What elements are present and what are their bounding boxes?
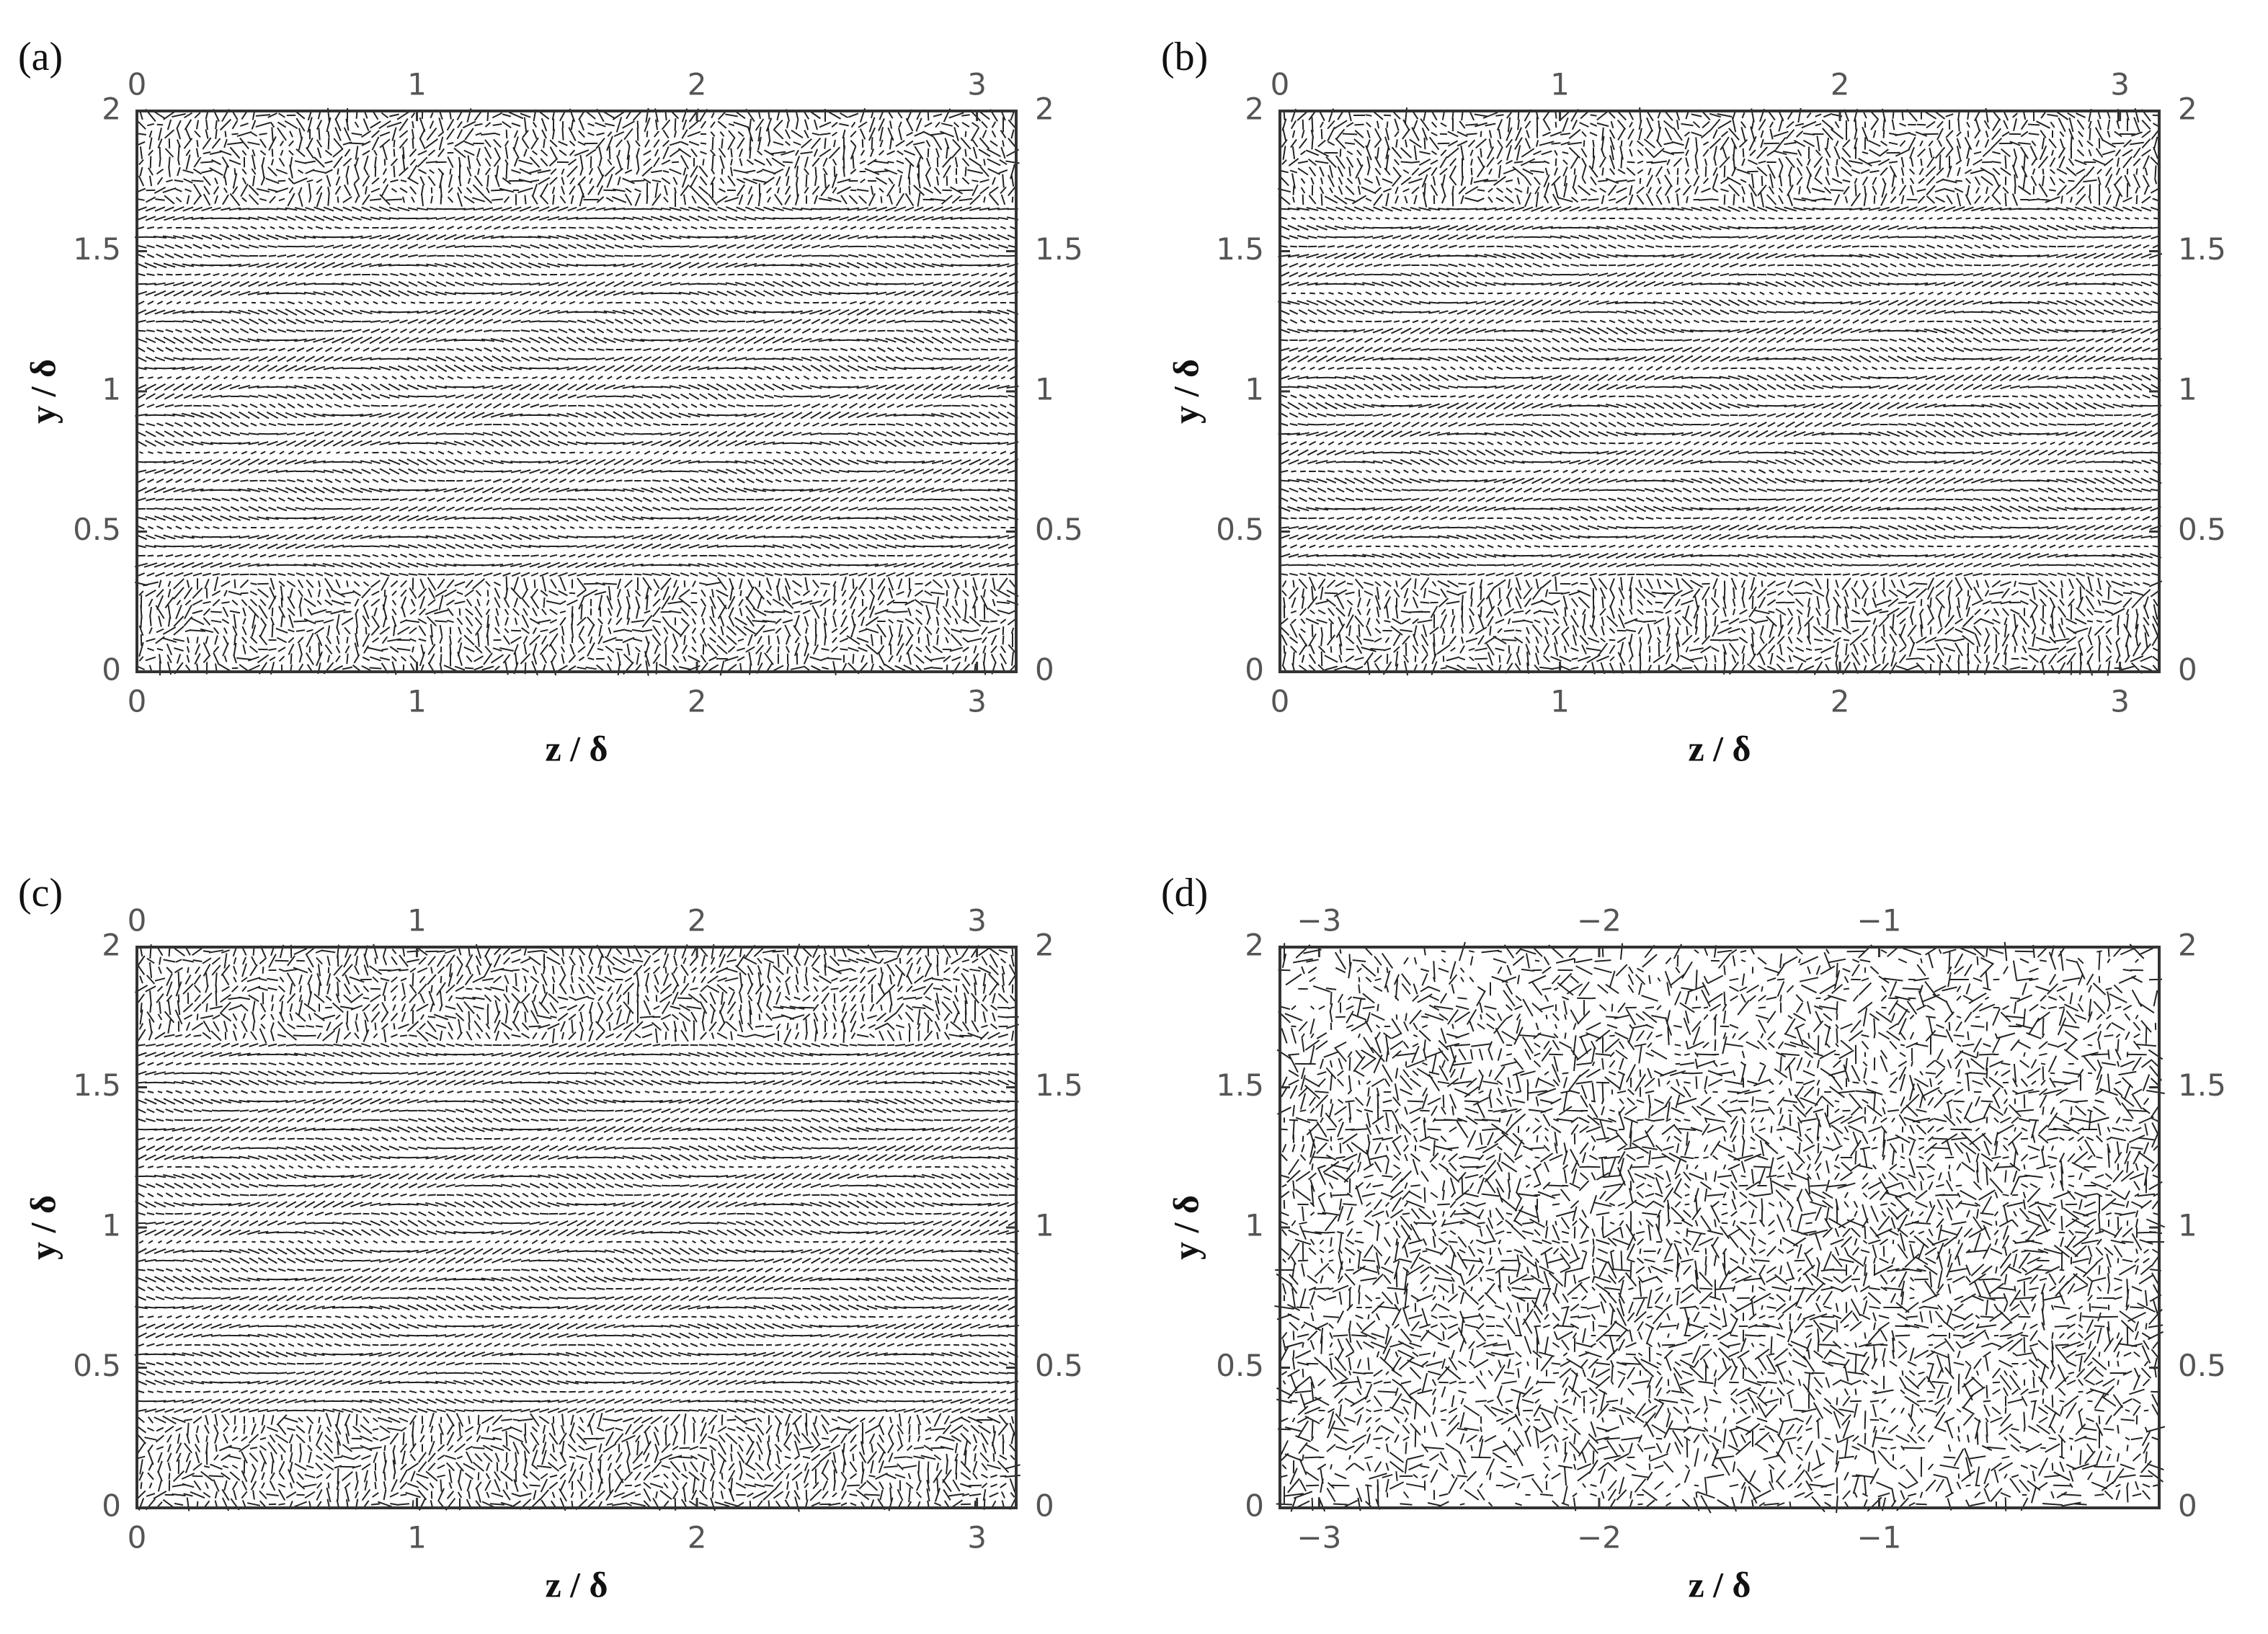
y-tick-label-right: 0 — [2178, 1488, 2197, 1524]
y-tick-label: 1.5 — [1216, 1067, 1264, 1103]
y-tick-label: 2 — [1245, 928, 1264, 963]
y-tick-label-right: 1 — [1035, 372, 1054, 407]
x-tick-label-top: 1 — [407, 903, 427, 938]
x-tick-label-top: −1 — [1857, 903, 1902, 938]
y-axis-label: y / δ — [22, 1195, 63, 1260]
y-tick-label: 0 — [102, 1488, 121, 1524]
panel-label: (d) — [1161, 871, 1208, 915]
x-axis-label: z / δ — [545, 728, 608, 768]
x-axis-label: z / δ — [1688, 728, 1751, 768]
x-tick-label-top: 0 — [128, 67, 147, 102]
y-tick-label: 1.5 — [1216, 231, 1264, 267]
y-axis-label: y / δ — [22, 359, 63, 424]
x-axis-label: z / δ — [1688, 1564, 1751, 1604]
x-tick-label-top: 3 — [2110, 67, 2130, 102]
x-tick-label: 3 — [967, 684, 987, 719]
x-tick-label: 2 — [688, 684, 707, 719]
panel-label: (b) — [1161, 35, 1208, 79]
y-tick-label-right: 1 — [2178, 372, 2197, 407]
y-tick-label: 1.5 — [73, 231, 121, 267]
y-tick-label-right: 1.5 — [1035, 1067, 1083, 1103]
x-tick-label-top: 2 — [688, 67, 707, 102]
y-tick-label-right: 1 — [1035, 1208, 1054, 1243]
y-tick-label-right: 0.5 — [2178, 1348, 2226, 1383]
y-tick-label: 1 — [102, 1208, 121, 1243]
vector-field — [134, 107, 1020, 676]
y-tick-label-right: 2 — [2178, 928, 2197, 963]
x-tick-label-top: 1 — [407, 67, 427, 102]
y-tick-label-right: 2 — [2178, 92, 2197, 127]
x-tick-label-top: 2 — [688, 903, 707, 938]
x-tick-label: 1 — [407, 1520, 427, 1555]
x-tick-label-top: 3 — [967, 67, 987, 102]
x-tick-label: 1 — [1550, 684, 1570, 719]
y-tick-label-right: 1.5 — [2178, 231, 2226, 267]
x-tick-label: 2 — [1831, 684, 1850, 719]
y-tick-label-right: 0 — [1035, 652, 1054, 688]
y-tick-label-right: 0.5 — [2178, 512, 2226, 547]
y-tick-label: 0 — [1245, 1488, 1264, 1524]
x-tick-label-top: −2 — [1577, 903, 1622, 938]
x-tick-label: 3 — [967, 1520, 987, 1555]
x-tick-label-top: −3 — [1297, 903, 1341, 938]
x-tick-label: −1 — [1857, 1520, 1902, 1555]
y-tick-label-right: 0 — [1035, 1488, 1054, 1524]
y-tick-label: 0.5 — [1216, 512, 1264, 547]
vector-field — [1277, 107, 2163, 676]
vector-field — [134, 943, 1020, 1512]
y-tick-label-right: 1.5 — [2178, 1067, 2226, 1103]
plot-frame — [135, 946, 1018, 1509]
panel-label: (a) — [18, 35, 63, 79]
y-tick-label: 0 — [1245, 652, 1264, 688]
y-tick-label: 1 — [1245, 372, 1264, 407]
vector-field — [1274, 941, 2166, 1514]
y-tick-label: 2 — [102, 92, 121, 127]
x-tick-label: −2 — [1577, 1520, 1622, 1555]
y-tick-label: 1 — [1245, 1208, 1264, 1243]
y-tick-label: 0.5 — [73, 512, 121, 547]
y-tick-label: 2 — [102, 928, 121, 963]
x-axis-label: z / δ — [545, 1564, 608, 1604]
y-tick-label: 2 — [1245, 92, 1264, 127]
x-tick-label-top: 3 — [967, 903, 987, 938]
plot-frame — [1278, 110, 2161, 673]
x-tick-label: 0 — [128, 684, 147, 719]
y-tick-label-right: 0 — [2178, 652, 2197, 688]
y-tick-label: 1 — [102, 372, 121, 407]
y-tick-label-right: 0.5 — [1035, 1348, 1083, 1383]
y-tick-label-right: 1.5 — [1035, 231, 1083, 267]
panel: −3 −3 −2 −2 −1 −1 0 0 0.5 0.5 1 1 1.5 1.5 2 2 (d) z / δ y … — [1161, 871, 2226, 1605]
x-tick-label: −3 — [1297, 1520, 1341, 1555]
y-tick-label: 0.5 — [73, 1348, 121, 1383]
y-axis-label: y / δ — [1165, 1195, 1206, 1260]
x-tick-label-top: 0 — [128, 903, 147, 938]
x-tick-label: 1 — [407, 684, 427, 719]
x-tick-label-top: 2 — [1831, 67, 1850, 102]
y-tick-label: 0.5 — [1216, 1348, 1264, 1383]
x-tick-label-top: 0 — [1271, 67, 1290, 102]
x-tick-label: 3 — [2110, 684, 2130, 719]
x-tick-label: 0 — [128, 1520, 147, 1555]
y-tick-label-right: 2 — [1035, 928, 1054, 963]
y-tick-label: 0 — [102, 652, 121, 688]
x-tick-label: 2 — [688, 1520, 707, 1555]
x-tick-label: 0 — [1271, 684, 1290, 719]
y-tick-label: 1.5 — [73, 1067, 121, 1103]
y-tick-label-right: 2 — [1035, 92, 1054, 127]
x-tick-label-top: 1 — [1550, 67, 1570, 102]
y-tick-label-right: 1 — [2178, 1208, 2197, 1243]
panel-label: (c) — [18, 871, 63, 915]
y-axis-label: y / δ — [1165, 359, 1206, 424]
y-tick-label-right: 0.5 — [1035, 512, 1083, 547]
